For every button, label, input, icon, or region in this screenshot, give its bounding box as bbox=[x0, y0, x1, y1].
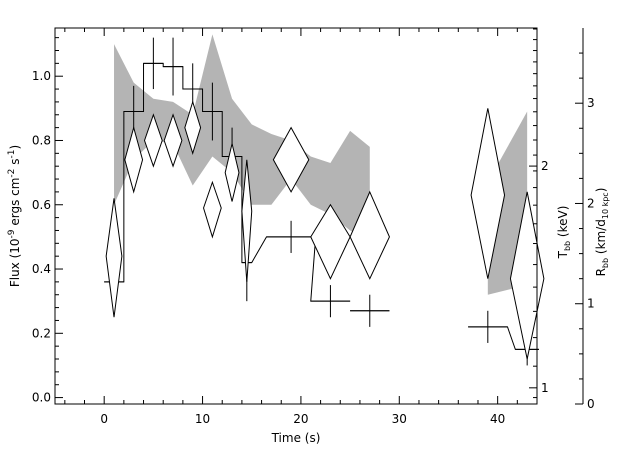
r-tick-label-3: 3 bbox=[587, 96, 595, 110]
r-tick-label-1: 1 bbox=[587, 297, 595, 311]
x-tick-label-2: 20 bbox=[293, 412, 308, 426]
y-tick-label-4: 0.8 bbox=[32, 133, 51, 147]
temperature-diamond-5 bbox=[203, 180, 222, 239]
temperature-diamond-11 bbox=[470, 108, 506, 279]
r-tick-label-2: 2 bbox=[587, 196, 595, 210]
temperature-diamond-12 bbox=[509, 191, 545, 360]
temperature-diamond-9 bbox=[310, 203, 351, 280]
temperature-diamond-4 bbox=[184, 100, 202, 156]
r-tick-label-0: 0 bbox=[587, 397, 595, 411]
flux-histogram-step-0 bbox=[104, 62, 351, 302]
y-tick-label-3: 0.6 bbox=[32, 198, 51, 212]
temperature-diamond-8 bbox=[272, 126, 310, 193]
x-tick-label-1: 10 bbox=[195, 412, 210, 426]
temperature-axis-title: Tbb (keV) bbox=[556, 206, 572, 260]
radius-axis-title: Rbb (km/d10 kpc) bbox=[594, 188, 610, 277]
temperature-diamond-6 bbox=[224, 143, 240, 202]
plot-frame bbox=[54, 27, 538, 405]
x-tick-label-3: 30 bbox=[392, 412, 407, 426]
temperature-diamond-layer bbox=[105, 100, 545, 360]
temperature-diamond-10 bbox=[349, 190, 390, 280]
y-tick-label-0: 0.0 bbox=[32, 391, 51, 405]
t-tick-label-1: 2 bbox=[541, 159, 549, 173]
temperature-diamond-1 bbox=[124, 125, 144, 194]
y-tick-label-2: 0.4 bbox=[32, 262, 51, 276]
y-axis-title: Flux (10-9 ergs cm-2 s-1) bbox=[7, 145, 22, 287]
temperature-diamond-3 bbox=[163, 113, 183, 168]
radius-band-segment-0 bbox=[114, 34, 370, 241]
x-tick-label-4: 40 bbox=[490, 412, 505, 426]
x-axis-title: Time (s) bbox=[271, 431, 321, 445]
t-tick-label-0: 1 bbox=[541, 381, 549, 395]
x-tick-label-0: 0 bbox=[100, 412, 108, 426]
temperature-diamond-7 bbox=[241, 159, 253, 282]
y-tick-label-1: 0.2 bbox=[32, 326, 51, 340]
y-tick-label-5: 1.0 bbox=[32, 69, 51, 83]
temperature-diamond-2 bbox=[143, 113, 163, 168]
temperature-diamond-0 bbox=[105, 198, 123, 318]
axes-layer bbox=[54, 27, 538, 405]
